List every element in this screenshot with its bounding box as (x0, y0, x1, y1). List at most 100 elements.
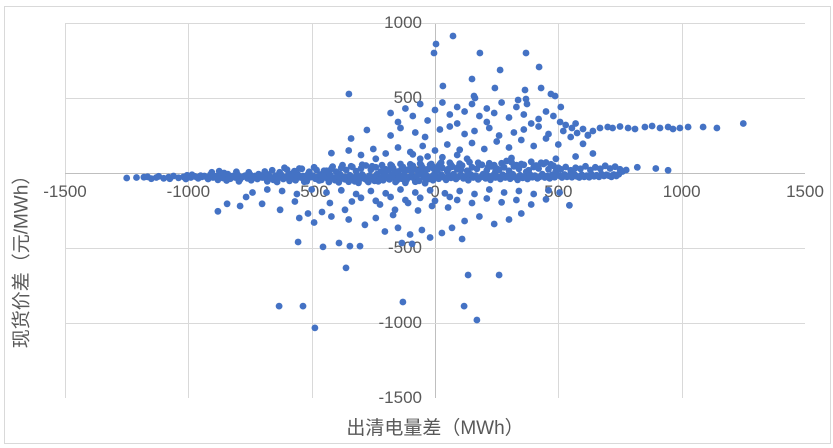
data-point (491, 84, 499, 92)
data-point (513, 196, 520, 204)
data-point (304, 210, 312, 217)
data-point (609, 124, 616, 132)
data-point (430, 49, 438, 57)
data-point (404, 199, 412, 207)
data-point (278, 187, 286, 195)
data-point (573, 129, 581, 137)
data-point (249, 189, 256, 196)
data-point (421, 133, 429, 141)
data-point (345, 147, 353, 154)
data-point (515, 187, 523, 195)
data-point (428, 202, 436, 210)
data-point (552, 155, 560, 163)
data-point (357, 151, 365, 159)
data-point (463, 155, 471, 163)
data-point (468, 75, 476, 83)
data-point (596, 124, 604, 132)
data-point (446, 193, 454, 201)
data-point (441, 189, 449, 197)
data-point (345, 90, 353, 98)
data-point (478, 161, 486, 169)
data-point (326, 199, 334, 207)
data-point (562, 121, 570, 129)
data-point (372, 155, 380, 163)
data-point (432, 40, 440, 48)
x-tick-label: -1500 (43, 182, 87, 201)
data-point (572, 120, 579, 127)
data-point (530, 142, 538, 150)
data-point (699, 123, 707, 131)
data-point (431, 147, 439, 154)
data-point (308, 186, 316, 193)
data-point (521, 86, 529, 94)
data-point (329, 163, 336, 171)
data-point (369, 145, 377, 153)
data-point (438, 229, 446, 237)
x-tick-label: -1000 (166, 182, 211, 201)
data-point (431, 106, 439, 114)
data-point (490, 220, 498, 228)
data-point (485, 186, 493, 193)
data-point (283, 166, 291, 174)
y-tick-label: -1500 (378, 388, 422, 407)
data-point (542, 108, 550, 115)
data-point (406, 231, 414, 238)
data-point (579, 140, 587, 148)
data-point (554, 141, 562, 148)
data-point (419, 142, 427, 150)
data-point (669, 125, 677, 133)
data-point (622, 166, 630, 174)
data-point (584, 131, 592, 139)
data-point (471, 127, 478, 135)
data-point (399, 298, 407, 306)
data-point (298, 165, 306, 173)
data-point (631, 125, 639, 133)
data-point (535, 63, 543, 71)
data-point (292, 176, 299, 184)
plot-area: -1500-1000-50005001000150010005000-500-1… (43, 14, 824, 407)
data-point (505, 144, 513, 151)
data-point (520, 161, 528, 169)
data-point (458, 162, 466, 169)
data-point (453, 151, 461, 159)
data-point (361, 221, 369, 229)
data-point (387, 132, 394, 139)
data-point (527, 201, 535, 208)
data-point (439, 153, 446, 161)
data-point (311, 324, 319, 332)
data-point (123, 174, 131, 182)
data-point (498, 198, 505, 206)
data-point (684, 123, 692, 131)
data-point (339, 161, 346, 169)
data-point (505, 216, 513, 223)
data-point (387, 109, 394, 117)
data-point (348, 198, 356, 205)
data-point (382, 150, 390, 157)
data-point (448, 224, 456, 232)
data-point (572, 153, 579, 160)
data-point (409, 112, 417, 120)
data-point (616, 123, 624, 130)
data-point (381, 228, 389, 235)
data-point (382, 189, 390, 197)
data-point (508, 154, 515, 162)
data-point (415, 177, 423, 185)
chart-border (4, 6, 831, 444)
data-point (294, 238, 302, 246)
data-point (416, 100, 424, 108)
data-point (293, 190, 301, 198)
data-point (530, 190, 538, 198)
data-point (483, 105, 491, 112)
data-point (468, 199, 476, 207)
data-point (522, 49, 530, 57)
data-point (372, 163, 380, 171)
data-point (461, 217, 468, 225)
data-point (464, 271, 472, 279)
data-point (656, 124, 664, 132)
data-point (483, 195, 491, 202)
data-point (214, 207, 222, 215)
data-point (739, 120, 747, 127)
data-point (535, 115, 542, 123)
data-point (416, 194, 424, 202)
data-point (460, 302, 468, 310)
